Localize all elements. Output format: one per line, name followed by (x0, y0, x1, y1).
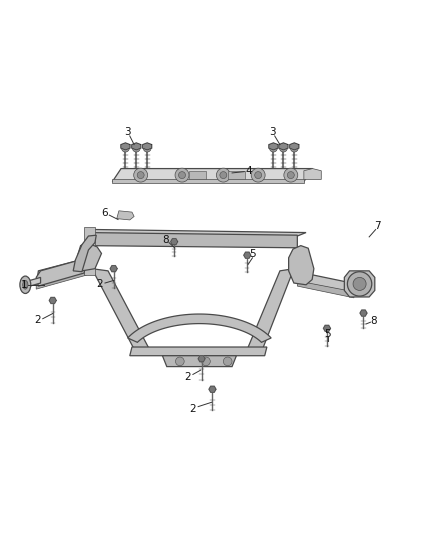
Text: 8: 8 (370, 317, 377, 326)
Polygon shape (113, 168, 313, 182)
Polygon shape (323, 325, 330, 332)
Text: 2: 2 (34, 315, 41, 325)
Polygon shape (360, 310, 367, 316)
Circle shape (251, 168, 265, 182)
Text: 2: 2 (190, 404, 196, 414)
Text: 5: 5 (325, 329, 331, 340)
Polygon shape (143, 143, 152, 150)
Circle shape (287, 172, 294, 179)
Polygon shape (92, 269, 149, 349)
Circle shape (121, 144, 129, 152)
Text: 5: 5 (249, 249, 256, 260)
Polygon shape (73, 235, 96, 272)
Text: 7: 7 (374, 221, 381, 231)
Text: 1: 1 (21, 280, 27, 290)
Circle shape (279, 144, 287, 152)
Circle shape (254, 172, 261, 179)
Text: 4: 4 (245, 166, 252, 176)
Circle shape (176, 357, 184, 366)
Ellipse shape (23, 280, 28, 289)
Text: 8: 8 (162, 236, 169, 245)
Circle shape (347, 272, 372, 296)
Polygon shape (25, 277, 41, 287)
Text: 2: 2 (96, 279, 102, 289)
Circle shape (175, 168, 189, 182)
Polygon shape (127, 314, 271, 342)
Polygon shape (247, 269, 294, 349)
Polygon shape (304, 168, 321, 180)
Polygon shape (171, 239, 178, 245)
Text: 3: 3 (124, 127, 131, 138)
Polygon shape (244, 252, 251, 258)
Polygon shape (110, 265, 117, 272)
Polygon shape (132, 143, 141, 150)
Circle shape (290, 144, 298, 152)
Polygon shape (289, 246, 314, 285)
Circle shape (137, 172, 144, 179)
Polygon shape (209, 386, 216, 392)
Polygon shape (198, 356, 205, 362)
Circle shape (179, 172, 185, 179)
Polygon shape (36, 258, 88, 285)
Polygon shape (228, 171, 245, 180)
Ellipse shape (20, 276, 31, 294)
Polygon shape (188, 171, 206, 180)
Polygon shape (297, 272, 356, 293)
Polygon shape (162, 356, 237, 367)
Polygon shape (121, 143, 130, 150)
Circle shape (223, 357, 232, 366)
Polygon shape (344, 271, 375, 297)
Text: 2: 2 (184, 373, 191, 383)
Circle shape (269, 144, 277, 152)
Circle shape (134, 168, 148, 182)
Polygon shape (279, 143, 288, 150)
Polygon shape (113, 180, 304, 183)
Polygon shape (290, 143, 299, 150)
Polygon shape (36, 260, 86, 286)
Polygon shape (84, 228, 95, 275)
Polygon shape (86, 230, 306, 236)
Polygon shape (130, 347, 267, 356)
Polygon shape (86, 232, 297, 248)
Polygon shape (269, 143, 278, 150)
Polygon shape (117, 211, 134, 220)
Text: 6: 6 (102, 208, 108, 219)
Circle shape (143, 144, 151, 152)
Polygon shape (36, 270, 86, 289)
Polygon shape (297, 281, 354, 298)
Polygon shape (49, 297, 56, 303)
Circle shape (216, 168, 230, 182)
Circle shape (220, 172, 227, 179)
Polygon shape (78, 243, 102, 271)
Circle shape (132, 144, 140, 152)
Text: 3: 3 (269, 127, 276, 138)
Circle shape (353, 277, 366, 290)
Circle shape (284, 168, 298, 182)
Circle shape (201, 357, 210, 366)
